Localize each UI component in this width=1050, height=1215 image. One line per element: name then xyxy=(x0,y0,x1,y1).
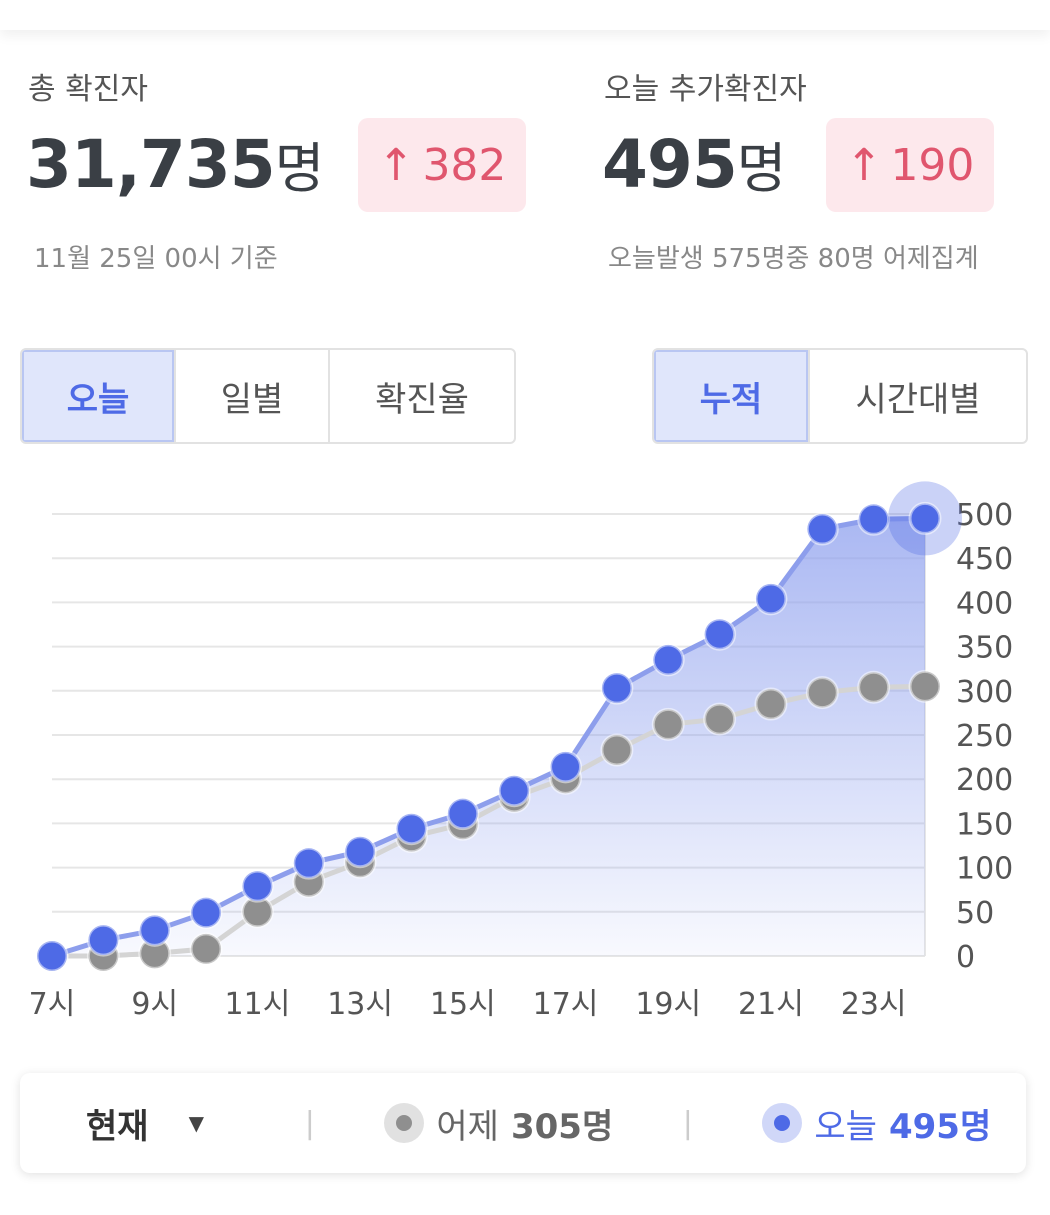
point xyxy=(497,774,531,808)
unit: 명 xyxy=(274,137,325,200)
change: 190 xyxy=(890,139,975,191)
y-tick-label: 200 xyxy=(956,763,1013,798)
legend-total: 305명 xyxy=(510,1106,614,1147)
caret: ▼ xyxy=(188,1111,204,1135)
x-tick-label: 21시 xyxy=(738,987,804,1022)
change-badge: ↑ 190 xyxy=(826,118,994,212)
legend-dot xyxy=(762,1103,803,1143)
legend-name: 어제 xyxy=(436,1106,499,1147)
chart: 0 50 100 150 200 250 300 350 400 450 500 7시 9시 11시 13시… xyxy=(29,481,1013,1022)
legend-dot-core xyxy=(774,1115,791,1131)
x-tick-label: 15시 xyxy=(430,987,496,1022)
stat-note: 11월 25일 00시 기준 xyxy=(34,244,278,274)
point xyxy=(35,939,69,973)
y-tick-label: 450 xyxy=(956,542,1013,577)
point xyxy=(394,812,428,846)
tab[interactable]: 시간대별 xyxy=(808,350,1026,442)
point xyxy=(754,582,788,616)
point xyxy=(651,643,685,677)
change: 382 xyxy=(422,139,507,191)
point xyxy=(703,702,737,736)
area xyxy=(52,518,925,956)
point xyxy=(86,923,120,957)
x-tick-label: 13시 xyxy=(327,987,393,1022)
change-badge: ↑ 382 xyxy=(358,118,526,212)
y-tick-label: 400 xyxy=(956,586,1013,621)
legend: | 어제 305명 | 오늘 495명 xyxy=(270,1099,1026,1148)
tabs: 누적 시간대별 xyxy=(652,348,1028,444)
legend-total: 495명 xyxy=(888,1106,992,1147)
tabs: 오늘 일별 확진율 xyxy=(20,348,516,444)
legend-dot-core xyxy=(396,1115,413,1131)
point xyxy=(240,869,274,903)
point xyxy=(446,797,480,831)
y-tick-label: 100 xyxy=(956,852,1013,887)
x-tick-label: 23시 xyxy=(841,987,907,1022)
x-tick-label: 17시 xyxy=(533,987,599,1022)
y-tick-label: 350 xyxy=(956,631,1013,666)
y-tick-label: 300 xyxy=(956,675,1013,710)
tab[interactable]: 오늘 xyxy=(22,350,174,442)
point xyxy=(805,512,839,546)
y-tick-label: 250 xyxy=(956,719,1013,754)
point xyxy=(138,913,172,947)
point xyxy=(651,707,685,741)
divider: | xyxy=(682,1105,693,1141)
stat-note: 오늘발생 575명중 80명 어제집계 xyxy=(608,244,979,274)
legend-bar: 현재 ▼ | 어제 305명 | 오늘 495명 xyxy=(20,1073,1026,1173)
point xyxy=(703,617,737,651)
legend-item: 어제 305명 xyxy=(384,1099,613,1148)
dropdown[interactable]: 현재 ▼ xyxy=(20,1099,270,1148)
divider: | xyxy=(304,1105,315,1141)
point xyxy=(805,676,839,710)
y-tick-label: 500 xyxy=(956,498,1013,533)
point xyxy=(600,671,634,705)
point xyxy=(908,501,942,535)
tab[interactable]: 일별 xyxy=(174,350,328,442)
point xyxy=(600,733,634,767)
point xyxy=(189,932,223,966)
x-tick-label: 9시 xyxy=(131,987,178,1022)
point xyxy=(908,669,942,703)
legend-item: 오늘 495명 xyxy=(762,1099,991,1148)
stat-label: 총 확진자 xyxy=(28,72,148,107)
x-tick-label: 11시 xyxy=(225,987,291,1022)
y-tick-label: 50 xyxy=(956,896,994,931)
x-tick-label: 19시 xyxy=(635,987,701,1022)
point xyxy=(754,687,788,721)
point xyxy=(857,670,891,704)
x-tick-label: 7시 xyxy=(29,987,76,1022)
point xyxy=(549,750,583,784)
y-tick-label: 150 xyxy=(956,807,1013,842)
top-shadow xyxy=(0,0,1050,30)
legend-dot xyxy=(384,1103,425,1143)
point xyxy=(292,846,326,880)
point xyxy=(189,896,223,930)
y-tick-label: 0 xyxy=(956,940,975,975)
point xyxy=(343,835,377,869)
legend-name: 오늘 xyxy=(814,1106,877,1147)
stat-value: 495명 xyxy=(602,124,787,203)
value: 495 xyxy=(602,126,738,203)
tab[interactable]: 확진율 xyxy=(328,350,514,442)
value: 31,735 xyxy=(26,126,276,203)
unit: 명 xyxy=(736,137,787,200)
stat-label: 오늘 추가확진자 xyxy=(604,72,807,107)
stat-value: 31,735명 xyxy=(26,124,325,203)
point xyxy=(857,502,891,536)
tab[interactable]: 누적 xyxy=(654,350,808,442)
dropdown-label: 현재 xyxy=(86,1106,149,1147)
